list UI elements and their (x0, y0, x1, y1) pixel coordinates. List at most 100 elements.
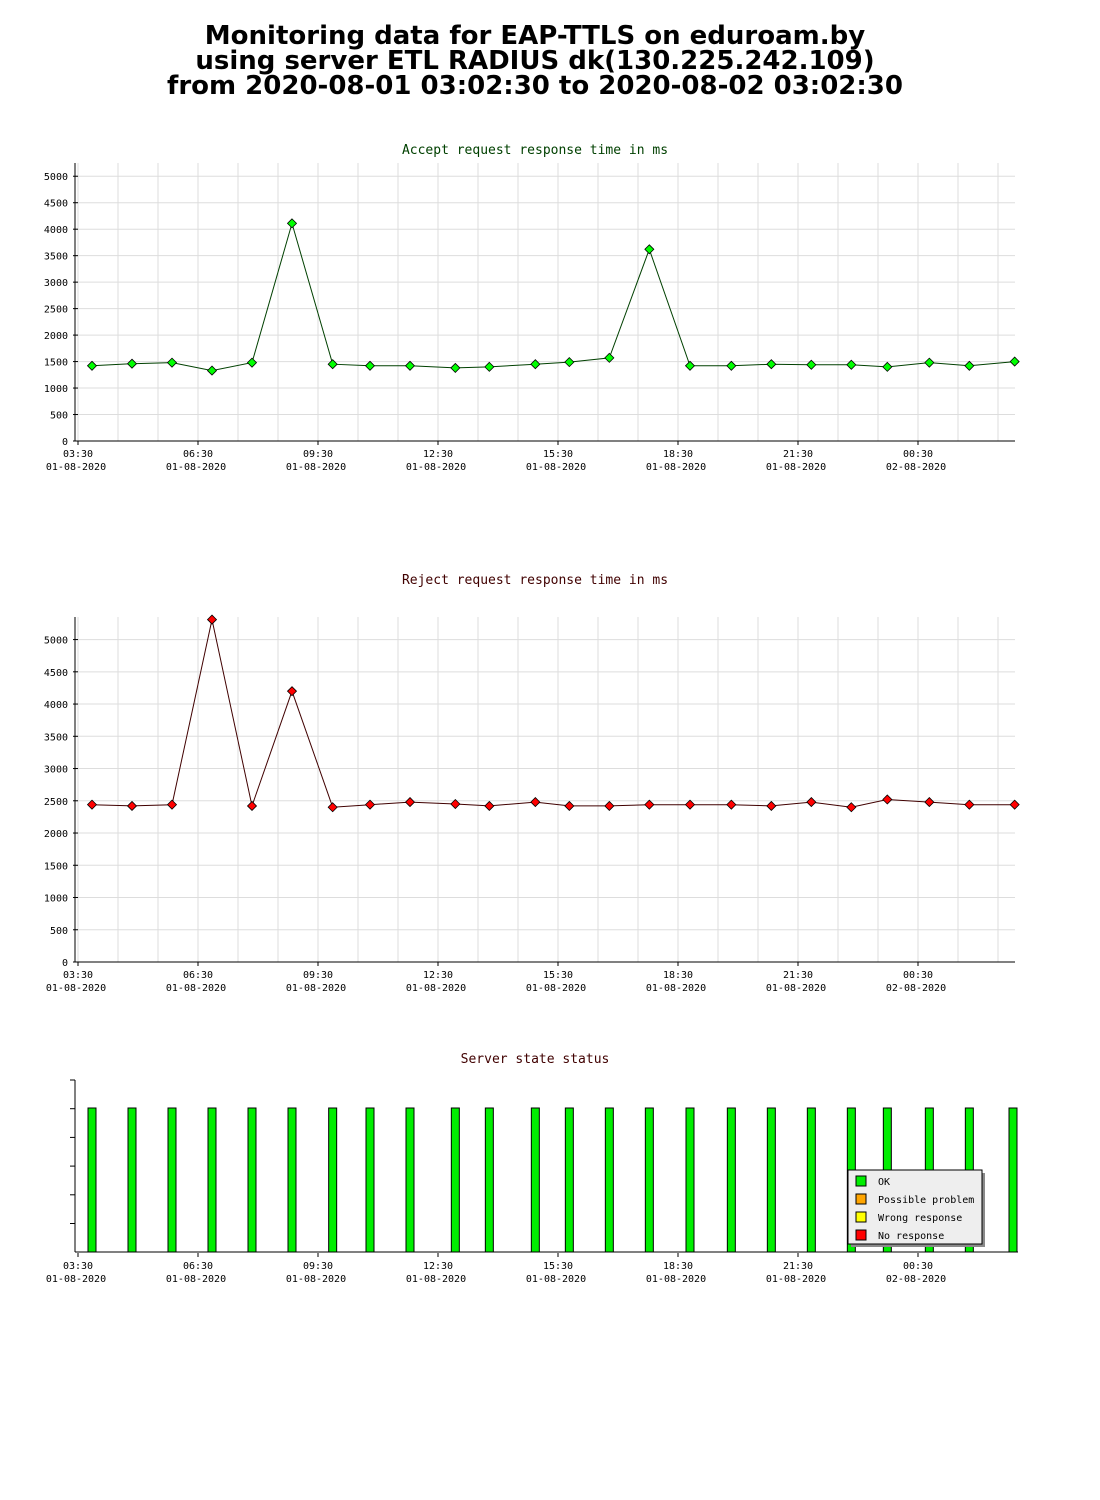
status-bar (247, 1107, 257, 1253)
accept-data-point (1009, 356, 1020, 367)
accept-y-tick-label: 3000 (44, 278, 68, 289)
accept-data-point (564, 357, 575, 368)
reject-data-point (766, 800, 777, 812)
accept-data-point (126, 358, 138, 369)
reject-data-point (327, 802, 338, 813)
accept-data-point (806, 359, 817, 370)
reject-x-tick-time: 15:30 (543, 970, 573, 981)
reject-data-point (404, 797, 416, 808)
legend-swatch (855, 1229, 867, 1241)
legend-label: No response (878, 1231, 944, 1242)
reject-y-tick-label: 2500 (44, 797, 68, 808)
status-x-tick-date: 01-08-2020 (166, 1274, 226, 1285)
accept-data-point (364, 360, 376, 371)
status-chart: 03:30 01-08-2020 06:30 01-08-2020 09:30 01-08… (46, 1079, 1018, 1285)
status-x-tick-time: 18:30 (663, 1261, 693, 1272)
status-bar (484, 1107, 494, 1253)
status-x-tick-date: 02-08-2020 (886, 1274, 946, 1285)
reject-y-tick-label: 4000 (44, 700, 68, 711)
legend-label: Wrong response (878, 1213, 962, 1224)
accept-data-point (327, 359, 338, 370)
reject-x-tick-date: 01-08-2020 (526, 983, 586, 994)
accept-y-tick-label: 3500 (44, 252, 68, 263)
accept-y-tick-label: 1000 (44, 384, 68, 395)
legend-swatch (855, 1211, 867, 1223)
reject-data-point (806, 797, 817, 808)
reject-data-point (246, 800, 258, 812)
status-bar (604, 1107, 614, 1253)
reject-data-point (604, 800, 615, 812)
status-x-tick-date: 01-08-2020 (46, 1274, 106, 1285)
status-chart-title: Server state status (461, 1052, 610, 1067)
reject-y-tick-label: 4500 (44, 668, 68, 679)
accept-chart-title: Accept request response time in ms (402, 143, 668, 158)
reject-y-tick-label: 500 (50, 926, 68, 937)
legend-swatch (855, 1193, 867, 1205)
accept-data-point (924, 357, 935, 368)
title-line-2: using server ETL RADIUS dk(130.225.242.1… (195, 46, 875, 76)
accept-y-tick-label: 4500 (44, 199, 68, 210)
accept-data-point (604, 352, 615, 363)
accept-x-tick-date: 01-08-2020 (526, 462, 586, 473)
legend-swatch (855, 1175, 867, 1187)
status-x-tick-date: 01-08-2020 (646, 1274, 706, 1285)
reject-y-tick-label: 2000 (44, 829, 68, 840)
reject-y-tick-label: 3500 (44, 732, 68, 743)
accept-x-tick-date: 01-08-2020 (646, 462, 706, 473)
accept-x-tick-date: 01-08-2020 (766, 462, 826, 473)
accept-x-tick-time: 06:30 (183, 449, 213, 460)
accept-x-tick-time: 18:30 (663, 449, 693, 460)
reject-data-point (846, 802, 857, 813)
reject-x-tick-time: 21:30 (783, 970, 813, 981)
legend-box (847, 1169, 983, 1245)
status-bar (564, 1107, 574, 1253)
status-bar (1008, 1107, 1018, 1253)
accept-data-point (766, 359, 777, 370)
accept-data-point (206, 365, 218, 376)
accept-x-tick-date: 02-08-2020 (886, 462, 946, 473)
reject-data-point (364, 799, 376, 810)
reject-data-point (530, 797, 541, 808)
accept-data-point (846, 359, 857, 370)
reject-series-line (91, 619, 1015, 808)
title-line-3: from 2020-08-01 03:02:30 to 2020-08-02 0… (167, 71, 903, 101)
accept-x-tick-time: 03:30 (63, 449, 93, 460)
status-bar (287, 1107, 297, 1253)
reject-data-point (924, 797, 935, 808)
accept-y-tick-label: 4000 (44, 225, 68, 236)
accept-y-tick-label: 2000 (44, 331, 68, 342)
accept-y-tick-label: 0 (62, 437, 68, 448)
status-bar (644, 1107, 654, 1253)
reject-x-tick-date: 01-08-2020 (646, 983, 706, 994)
status-x-tick-time: 12:30 (423, 1261, 453, 1272)
reject-data-point (86, 799, 98, 810)
status-x-tick-date: 01-08-2020 (526, 1274, 586, 1285)
accept-data-point (166, 357, 178, 368)
accept-x-tick-time: 00:30 (903, 449, 933, 460)
reject-x-tick-time: 03:30 (63, 970, 93, 981)
reject-data-point (726, 799, 737, 810)
status-bar (87, 1107, 97, 1253)
status-bar (405, 1107, 415, 1253)
accept-series-line (91, 221, 1015, 372)
accept-x-tick-date: 01-08-2020 (286, 462, 346, 473)
status-bar (127, 1107, 137, 1253)
status-x-tick-date: 01-08-2020 (286, 1274, 346, 1285)
reject-x-tick-time: 12:30 (423, 970, 453, 981)
accept-x-tick-time: 12:30 (423, 449, 453, 460)
status-x-tick-time: 06:30 (183, 1261, 213, 1272)
status-x-tick-time: 09:30 (303, 1261, 333, 1272)
reject-data-point (1009, 799, 1020, 810)
reject-data-point (206, 614, 218, 625)
reject-x-tick-time: 18:30 (663, 970, 693, 981)
reject-data-point (644, 799, 655, 810)
accept-data-point (644, 244, 655, 255)
status-x-tick-time: 21:30 (783, 1261, 813, 1272)
status-bar (806, 1107, 816, 1253)
reject-x-tick-date: 01-08-2020 (766, 983, 826, 994)
accept-y-tick-label: 5000 (44, 172, 68, 183)
reject-x-tick-time: 06:30 (183, 970, 213, 981)
legend-label: OK (878, 1177, 890, 1188)
reject-x-tick-date: 01-08-2020 (286, 983, 346, 994)
reject-data-point (684, 799, 696, 810)
